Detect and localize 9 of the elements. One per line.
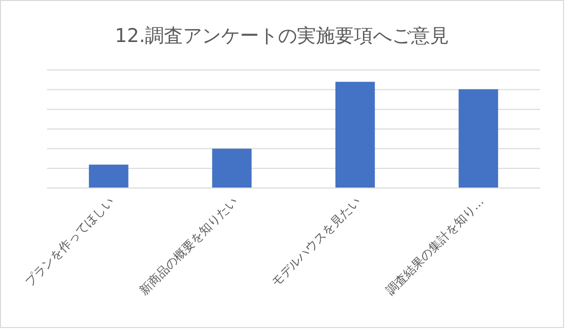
x-tick-label: プランを作ってほしい: [22, 194, 117, 289]
bar: [458, 89, 498, 188]
chart-title: 12.調査アンケートの実施要項へご意見: [114, 25, 450, 47]
bar: [88, 164, 128, 188]
bar: [212, 148, 252, 188]
x-tick-label: モデルハウスを見たい: [268, 194, 364, 289]
bar: [335, 82, 375, 188]
x-tick-label: 新商品の概要を知りたい: [136, 194, 240, 298]
x-tick-label: 調査結果の集計を知り…: [383, 194, 486, 298]
